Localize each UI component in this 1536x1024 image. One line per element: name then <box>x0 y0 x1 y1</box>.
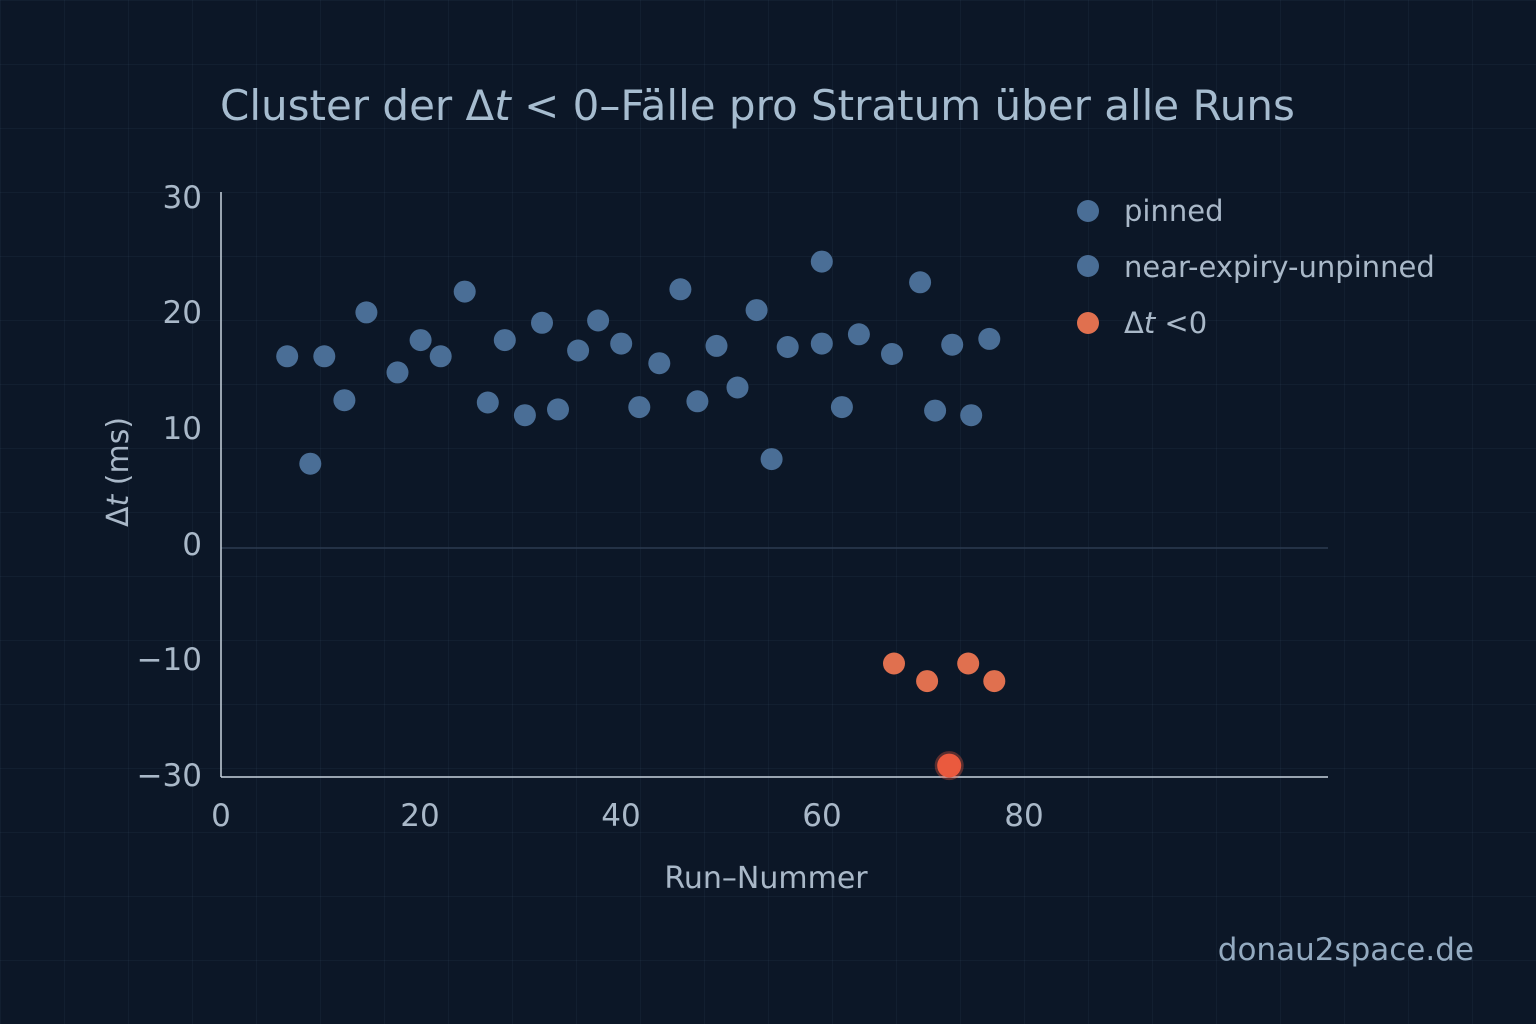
legend-label-negative: Δt <0 <box>1124 306 1207 340</box>
y-axis-label-delta: Δ <box>101 506 136 527</box>
pinned-point-24 <box>745 299 768 322</box>
negative-point-4 <box>957 652 980 675</box>
pinned-point-34 <box>941 333 964 356</box>
pinned-point-26 <box>776 336 799 358</box>
chart-title-part-1: Cluster der <box>220 81 466 130</box>
pinned-point-25 <box>760 448 783 471</box>
y-tick-label: 20 <box>163 295 202 331</box>
pinned-point-12 <box>513 404 536 427</box>
pinned-point-31 <box>881 343 903 365</box>
pinned-point-10 <box>476 391 499 414</box>
negative-point-1 <box>883 652 905 675</box>
pinned-point-13 <box>531 311 553 334</box>
pinned-point-9 <box>453 280 476 303</box>
pinned-point-28 <box>810 332 833 355</box>
legend-label-pinned: pinned <box>1124 194 1223 228</box>
pinned-point-23 <box>726 376 749 399</box>
x-tick-label: 80 <box>1004 798 1043 834</box>
chart-title: Cluster der Δt < 0–Fälle pro Stratum übe… <box>220 81 1295 130</box>
pinned-point-7 <box>409 329 432 352</box>
legend: pinned near-expiry-unpinned Δt <0 <box>1077 194 1435 340</box>
pinned-point-4 <box>333 389 356 412</box>
chart-title-part-2: < 0–Fälle pro Stratum über alle Runs <box>511 81 1295 130</box>
y-tick-label: 0 <box>182 527 202 563</box>
pinned-point-18 <box>628 396 651 419</box>
legend-label-negative-delta: Δ <box>1124 306 1144 340</box>
x-tick-labels: 0 20 40 60 80 <box>211 798 1044 834</box>
pinned-point-30 <box>847 323 870 346</box>
legend-label-near-expiry-unpinned: near-expiry-unpinned <box>1124 250 1435 284</box>
y-tick-label: −30 <box>137 758 202 794</box>
pinned-point-36 <box>978 327 1001 350</box>
pinned-point-21 <box>686 390 709 413</box>
y-tick-labels: 30 20 10 0 −10 −30 <box>137 180 202 794</box>
negative-point-5 <box>983 670 1006 693</box>
y-axis-label-unit: (ms) <box>101 417 136 495</box>
pinned-point-15 <box>567 339 590 362</box>
pinned-point-8 <box>429 345 452 368</box>
y-tick-label: 30 <box>163 180 202 216</box>
legend-marker-negative <box>1077 312 1099 334</box>
chart-title-delta: Δ <box>466 81 495 130</box>
chart-title-t: t <box>494 81 512 130</box>
negative-point-2 <box>916 670 939 693</box>
pinned-point-29 <box>830 396 853 419</box>
pinned-point-11 <box>493 329 516 352</box>
y-tick-label: −10 <box>137 642 202 678</box>
pinned-point-5 <box>355 301 378 324</box>
y-axis-label-t: t <box>101 494 136 507</box>
x-axis-label: Run–Nummer <box>664 861 868 896</box>
legend-marker-near-expiry-unpinned <box>1077 255 1099 277</box>
x-tick-label: 0 <box>211 798 231 834</box>
negative-point-3 <box>934 751 964 781</box>
pinned-point-2 <box>299 452 322 475</box>
pinned-point-19 <box>648 352 671 375</box>
pinned-point-14 <box>547 398 569 421</box>
pinned-point-35 <box>960 404 983 427</box>
pinned-point-3 <box>313 345 336 368</box>
y-tick-label: 10 <box>163 411 202 447</box>
legend-label-negative-t: t <box>1144 306 1157 340</box>
y-axis-label: Δt (ms) <box>101 417 136 527</box>
pinned-point-16 <box>587 309 610 332</box>
pinned-point-6 <box>386 361 409 384</box>
legend-label-negative-rest: <0 <box>1155 306 1207 340</box>
pinned-point-27 <box>810 250 833 273</box>
plot-area <box>220 192 1328 778</box>
x-tick-label: 60 <box>802 798 841 834</box>
data-points <box>276 250 1006 781</box>
x-tick-label: 40 <box>601 798 640 834</box>
pinned-point-17 <box>610 332 633 355</box>
watermark: donau2space.de <box>1217 932 1474 968</box>
pinned-point-22 <box>705 334 728 357</box>
legend-marker-pinned <box>1077 200 1099 222</box>
pinned-point-32 <box>909 271 932 294</box>
pinned-point-1 <box>276 345 299 368</box>
pinned-point-33 <box>924 399 947 422</box>
pinned-point-20 <box>669 278 692 301</box>
x-tick-label: 20 <box>400 798 439 834</box>
